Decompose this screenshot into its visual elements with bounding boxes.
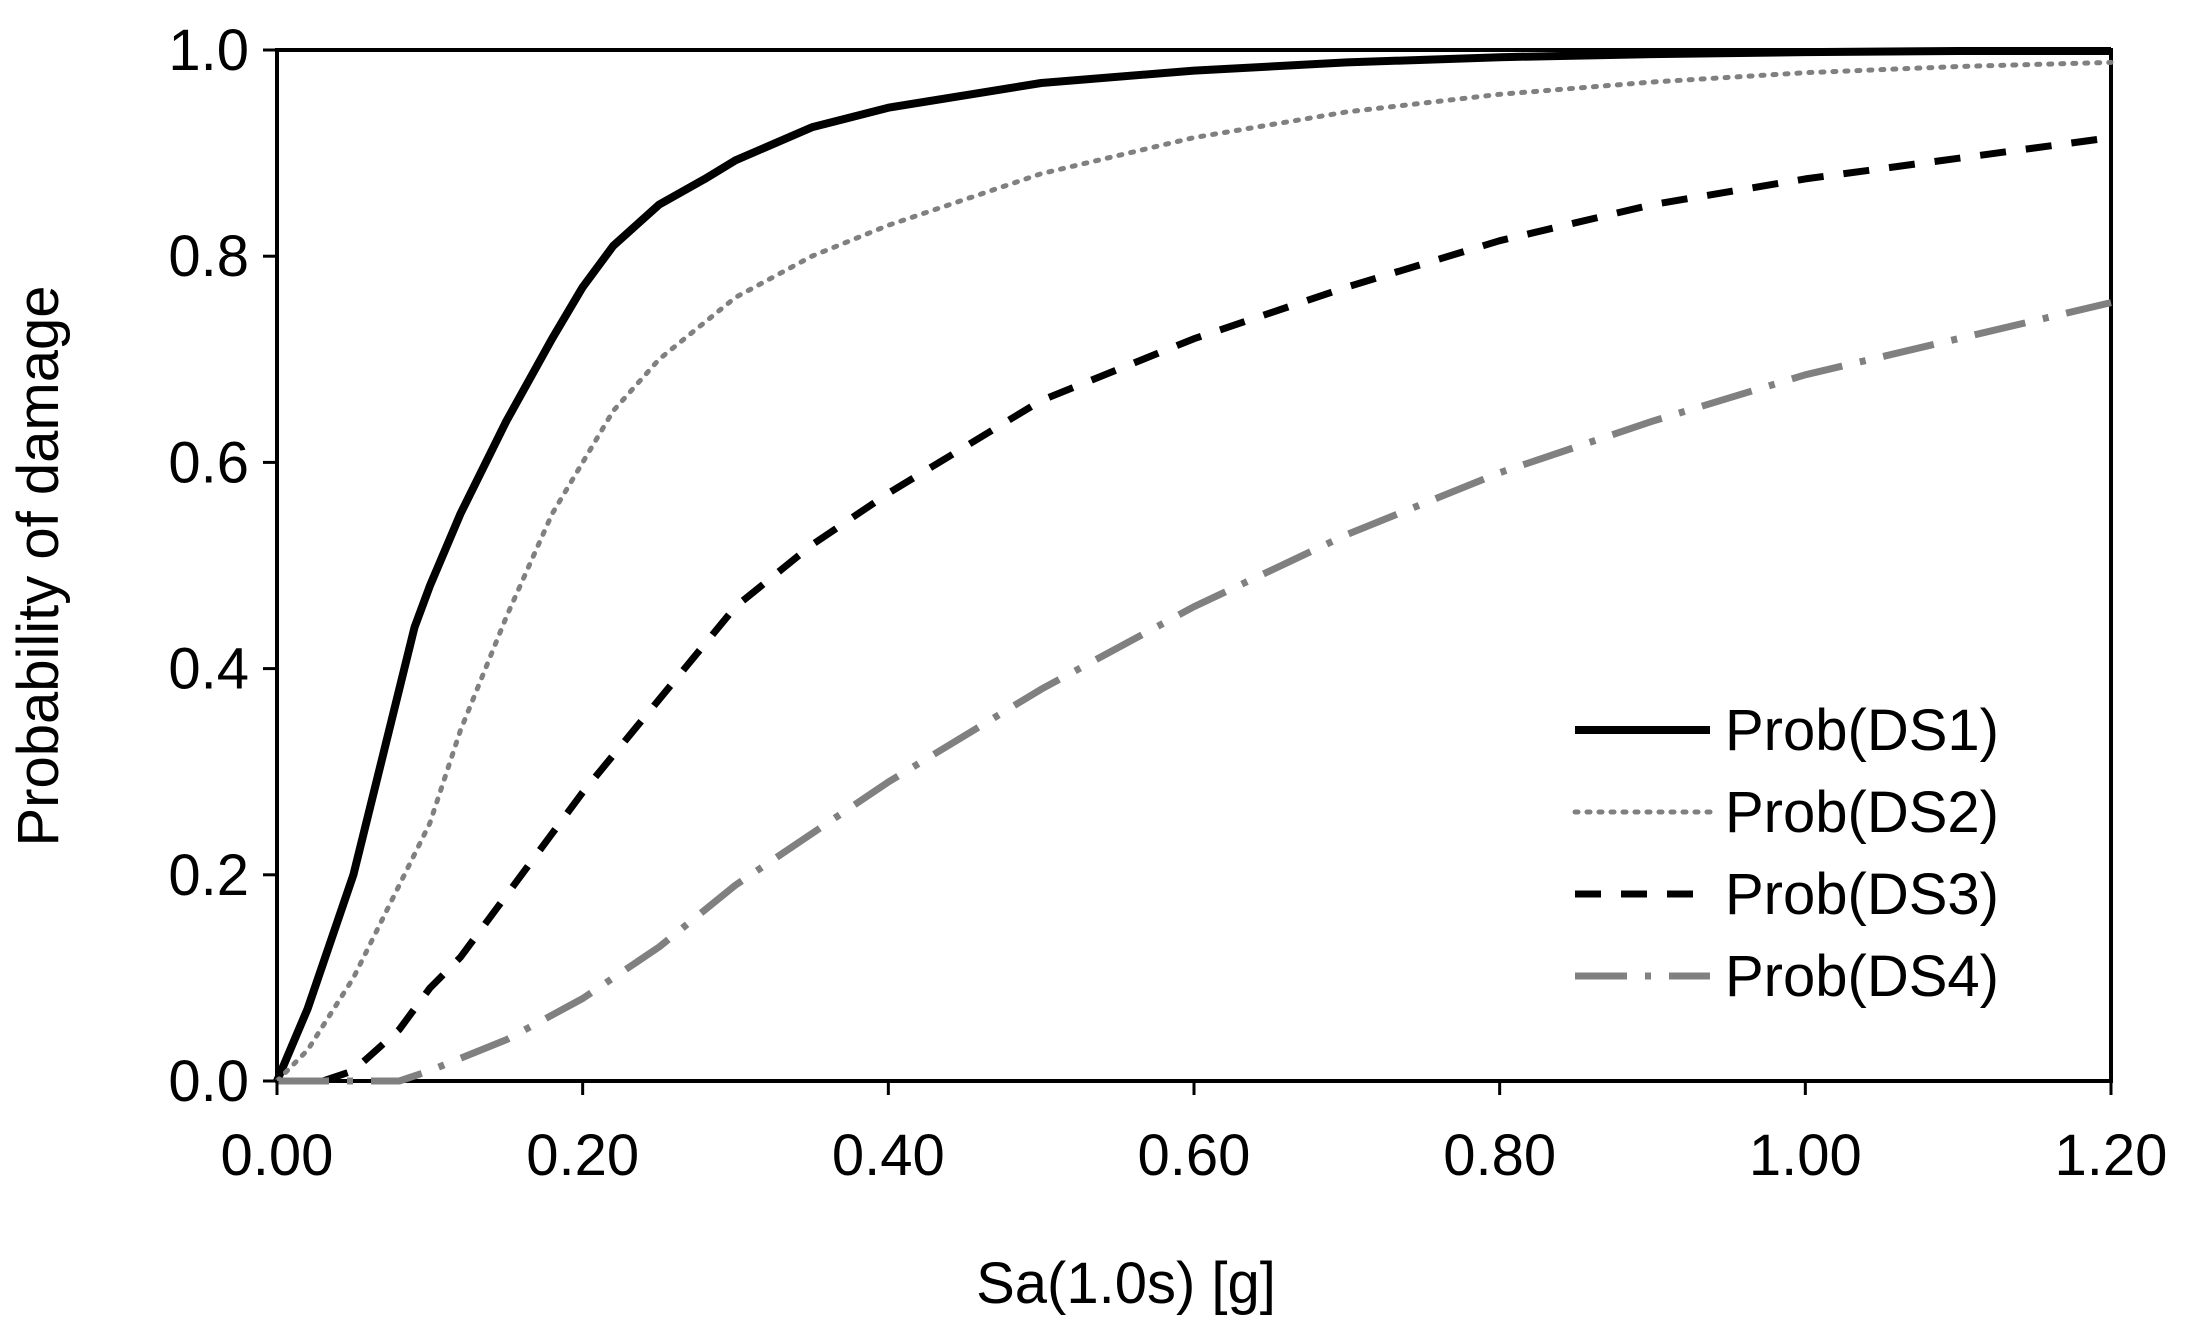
y-axis-title: Probability of damage	[6, 286, 71, 847]
series-layer	[273, 47, 2114, 1085]
series-line-ds3	[277, 134, 2112, 1085]
x-tick-label: 0.00	[221, 1123, 334, 1188]
series-line-ds1	[273, 47, 2111, 1083]
series-line-ds2	[274, 59, 2114, 1084]
y-tick-label: 0.0	[168, 1049, 249, 1114]
y-tick-label: 0.8	[168, 224, 249, 289]
x-tick-label: 0.80	[1443, 1123, 1556, 1188]
x-tick-label: 0.20	[526, 1123, 639, 1188]
y-tick-label: 0.4	[168, 637, 249, 702]
y-tick-label: 1.0	[168, 18, 249, 83]
x-tick-label: 1.20	[2055, 1123, 2168, 1188]
legend-label-ds1: Prob(DS1)	[1725, 698, 1999, 763]
legend-label-ds2: Prob(DS2)	[1725, 780, 1999, 845]
x-tick-label: 1.00	[1749, 1123, 1862, 1188]
legend-label-ds3: Prob(DS3)	[1725, 862, 1999, 927]
y-tick-label: 0.2	[168, 843, 249, 908]
y-tick-label: 0.6	[168, 430, 249, 495]
axes-layer: 0.00 0.20 0.40 0.60 0.80 1.00 1.20 0.0 0.2 0.4 0.6…	[168, 18, 2167, 1188]
x-tick-label: 0.40	[832, 1123, 945, 1188]
x-tick-label: 0.60	[1138, 1123, 1251, 1188]
series-line-ds4	[277, 299, 2112, 1085]
legend-label-ds4: Prob(DS4)	[1725, 944, 1999, 1009]
x-axis-title: Sa(1.0s) [g]	[976, 1251, 1276, 1316]
legend: Prob(DS1) Prob(DS2) Prob(DS3) Prob(DS4)	[1572, 698, 1999, 1009]
